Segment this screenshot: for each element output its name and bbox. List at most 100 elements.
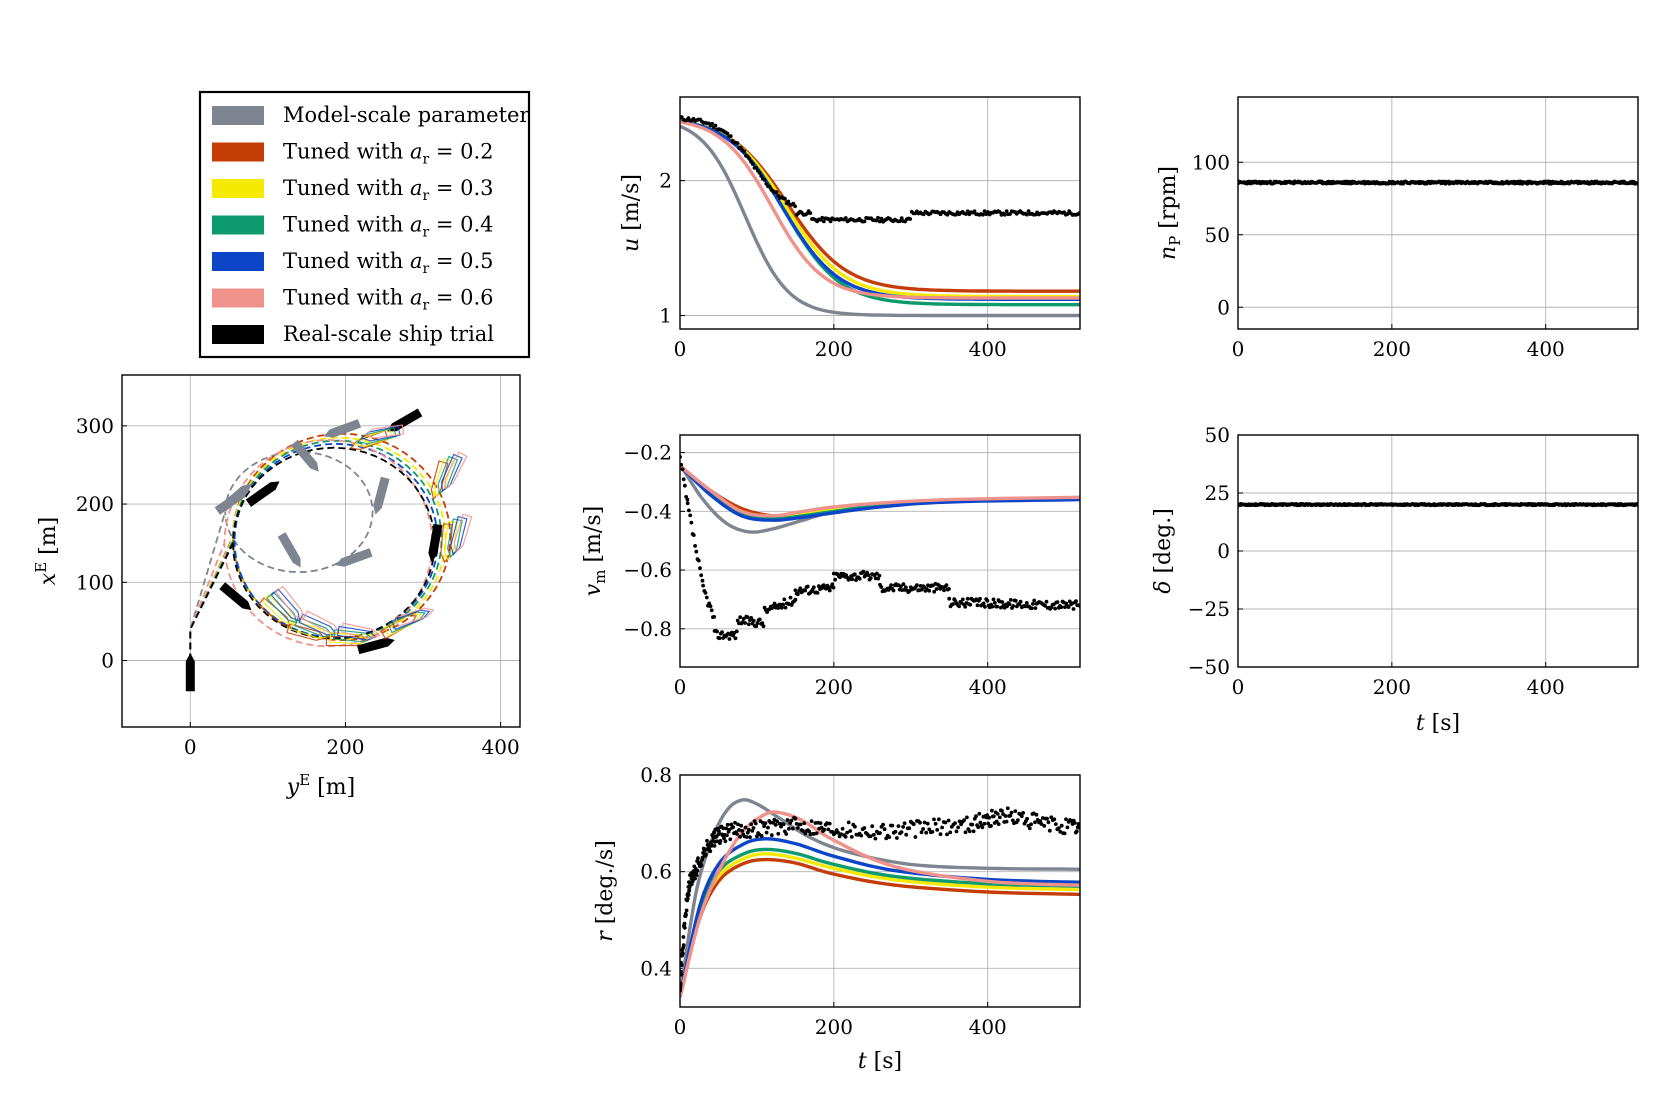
r-real-dot-213 bbox=[836, 830, 840, 835]
trajectory-path-6 bbox=[189, 446, 436, 661]
u-plot: 0 200 400 1 2 u [m/s] bbox=[619, 96, 1081, 361]
u-real-dot-158 bbox=[945, 212, 950, 217]
vm-real-dot-112 bbox=[811, 585, 816, 590]
delta-xtick-0: 0 bbox=[1232, 675, 1245, 699]
u-real-dot-118 bbox=[877, 219, 882, 224]
r-real-dot-242 bbox=[881, 822, 885, 827]
legend-swatch-3 bbox=[212, 215, 264, 235]
r-real-dot-206 bbox=[826, 827, 831, 832]
vm-real-dot-291 bbox=[1029, 606, 1034, 611]
vm-real-dot-178 bbox=[891, 588, 896, 593]
trajectory-ship-tuned-2-3 bbox=[391, 609, 431, 631]
r-real-dot-340 bbox=[1013, 809, 1018, 813]
vm-real-dot-105 bbox=[803, 588, 808, 593]
r-real-dot-250 bbox=[893, 829, 898, 834]
u-real-dot-28 bbox=[725, 131, 730, 136]
vm-real-dot-263 bbox=[995, 604, 1000, 609]
nP-grid bbox=[1237, 97, 1638, 329]
vm-real-dot-86 bbox=[781, 602, 785, 607]
u-line-5 bbox=[680, 120, 1080, 300]
u-real-dot-47 bbox=[757, 171, 762, 175]
vm-real-dot-259 bbox=[990, 604, 995, 609]
vm-real-dot-127 bbox=[830, 582, 835, 587]
trajectory-ship-real-0 bbox=[185, 653, 195, 692]
vm-real-dot-4 bbox=[683, 483, 687, 488]
delta-xtick-1: 200 bbox=[1373, 675, 1411, 699]
vm-real-dot-60 bbox=[749, 616, 754, 620]
vm-real-dot-120 bbox=[821, 583, 826, 588]
r-real-dot-134 bbox=[737, 828, 741, 832]
r-xtick-1: 200 bbox=[815, 1015, 853, 1039]
r-real-dot-356 bbox=[1034, 812, 1039, 817]
delta-xlabel: t [s] bbox=[1416, 711, 1460, 736]
vm-real-dot-61 bbox=[750, 621, 755, 626]
legend-label-2: Tuned with ar = 0.3 bbox=[283, 176, 494, 204]
u-real-dot-144 bbox=[921, 212, 926, 217]
vm-real-dot-176 bbox=[889, 583, 893, 587]
r-real-dot-259 bbox=[907, 826, 912, 831]
vm-real-dot-211 bbox=[932, 589, 937, 594]
r-real-dot-219 bbox=[845, 830, 849, 835]
trajectory-ship-real-3 bbox=[356, 637, 395, 655]
r-real-dot-327 bbox=[997, 815, 1002, 820]
r-real-dot-246 bbox=[887, 835, 892, 839]
u-ylabel: u [m/s] bbox=[619, 174, 644, 252]
trajectory-ytick-0: 0 bbox=[101, 649, 114, 673]
trajectory-ship-tuned-6-3 bbox=[270, 588, 301, 622]
r-real-dot-16 bbox=[681, 943, 686, 948]
vm-plot: 0 200 400 −0.8 −0.6 −0.4 −0.2 vm [m/s] bbox=[581, 434, 1081, 699]
u-real-dot-85 bbox=[821, 219, 826, 224]
trajectory-ship-tuned-6-0 bbox=[257, 597, 292, 627]
r-real-dot-200 bbox=[818, 821, 823, 825]
r-real-dot-305 bbox=[976, 825, 981, 829]
r-real-dot-37 bbox=[687, 888, 692, 893]
u-real-dot-68 bbox=[793, 204, 797, 209]
delta-grid bbox=[1237, 434, 1638, 668]
vm-real-dot-22 bbox=[703, 591, 708, 595]
r-real-dot-180 bbox=[793, 816, 798, 821]
r-real-dot-162 bbox=[769, 833, 774, 838]
vm-real-dot-58 bbox=[746, 622, 751, 627]
r-real-dot-298 bbox=[967, 829, 972, 834]
r-real-dot-332 bbox=[1003, 814, 1008, 818]
trajectory-ship-model-5 bbox=[323, 419, 361, 438]
trajectory-ylabel: xE [m] bbox=[32, 517, 61, 585]
vm-real-dot-99 bbox=[795, 592, 800, 597]
vm-real-dot-302 bbox=[1043, 603, 1048, 608]
vm-real-dot-27 bbox=[709, 608, 714, 613]
r-real-dot-83 bbox=[705, 838, 709, 843]
vm-real-dot-64 bbox=[754, 624, 759, 629]
r-real-dot-263 bbox=[913, 835, 918, 839]
legend-label-4: Tuned with ar = 0.5 bbox=[283, 249, 494, 277]
vm-real-dot-227 bbox=[951, 602, 955, 607]
vm-real-dot-3 bbox=[681, 477, 686, 482]
trajectory-ship-tuned-0-0 bbox=[286, 623, 327, 641]
legend-swatch-4 bbox=[212, 252, 264, 271]
u-real-dot-174 bbox=[972, 209, 977, 214]
u-real-dot-38 bbox=[742, 149, 747, 154]
r-real-dot-175 bbox=[787, 826, 791, 831]
vm-real-dot-146 bbox=[852, 572, 857, 577]
r-real-dot-376 bbox=[1062, 831, 1067, 836]
r-real-dot-254 bbox=[899, 830, 904, 834]
r-real-dot-289 bbox=[954, 829, 959, 834]
trajectory-ship-tuned-0-1 bbox=[290, 619, 330, 640]
trajectory-ship-tuned-6-2 bbox=[266, 591, 298, 624]
vm-real-dot-188 bbox=[903, 585, 908, 590]
delta-ytick-4: 50 bbox=[1205, 423, 1230, 447]
nP-ytick-2: 100 bbox=[1192, 150, 1230, 174]
r-real-dot-130 bbox=[733, 820, 737, 825]
r-xtick-0: 0 bbox=[674, 1015, 687, 1039]
vm-ytick-1: −0.6 bbox=[623, 558, 672, 582]
u-real-dot-192 bbox=[1003, 212, 1007, 217]
vm-xtick-2: 400 bbox=[969, 675, 1007, 699]
u-real-dot-67 bbox=[791, 201, 796, 206]
vm-real-dot-17 bbox=[698, 566, 702, 571]
r-real-dot-221 bbox=[848, 829, 853, 833]
r-real-dot-295 bbox=[963, 830, 968, 835]
r-ytick-0: 0.4 bbox=[640, 956, 672, 980]
vm-real-dot-62 bbox=[751, 618, 756, 623]
trajectory-ship-tuned-3-2 bbox=[446, 518, 463, 559]
vm-real-dot-247 bbox=[975, 603, 980, 608]
vm-real-dot-101 bbox=[798, 586, 803, 591]
